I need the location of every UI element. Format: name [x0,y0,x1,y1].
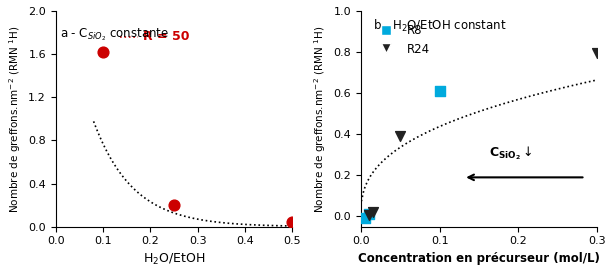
Point [98,50,108,54]
Y-axis label: Nombre de greffons.nm$^{-2}$ (RMN $^1$H): Nombre de greffons.nm$^{-2}$ (RMN $^1$H) [7,25,23,213]
Point [169,203,179,207]
Point [368,210,378,215]
Y-axis label: Nombre de greffons.nm$^{-2}$ (RMN $^1$H): Nombre de greffons.nm$^{-2}$ (RMN $^1$H) [312,25,328,213]
Point [287,220,297,225]
Text: a - C$_{SiO_2}$ constante: a - C$_{SiO_2}$ constante [60,26,169,43]
Point [592,51,602,55]
Point [395,134,405,138]
X-axis label: Concentration en précurseur (mol/L): Concentration en précurseur (mol/L) [358,252,600,265]
Point [364,213,374,218]
Point [435,89,444,93]
Point [360,216,370,221]
Text: R = 50: R = 50 [143,30,190,43]
Text: $\mathbf{C_{SiO_2}}$$\downarrow$: $\mathbf{C_{SiO_2}}$$\downarrow$ [489,144,532,162]
Text: b - H$_2$O/EtOH constant: b - H$_2$O/EtOH constant [373,18,506,33]
Legend: R8, R24: R8, R24 [369,19,435,60]
Point [364,212,374,216]
X-axis label: H$_2$O/EtOH: H$_2$O/EtOH [143,252,205,267]
